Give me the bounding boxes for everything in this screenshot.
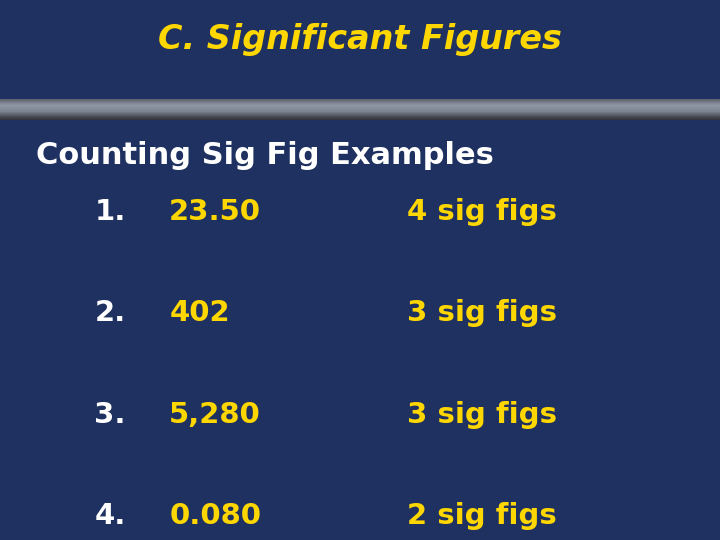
- Bar: [0, 114, 720, 115]
- Bar: [0, 103, 720, 104]
- Bar: [0, 108, 720, 110]
- Text: 0.080: 0.080: [169, 502, 261, 530]
- Bar: [0, 114, 720, 116]
- Text: 2 sig figs: 2 sig figs: [407, 502, 557, 530]
- Bar: [0, 111, 720, 112]
- Bar: [0, 107, 720, 108]
- Bar: [0, 102, 720, 103]
- Bar: [0, 117, 720, 118]
- Text: 402: 402: [169, 299, 230, 327]
- Bar: [0, 109, 720, 110]
- Bar: [0, 100, 720, 102]
- Bar: [0, 101, 720, 102]
- Text: 5,280: 5,280: [169, 401, 261, 429]
- Bar: [0, 112, 720, 113]
- Bar: [0, 104, 720, 105]
- Bar: [0, 0, 720, 100]
- Bar: [0, 106, 720, 107]
- Text: Counting Sig Fig Examples: Counting Sig Fig Examples: [36, 141, 494, 170]
- Bar: [0, 115, 720, 116]
- Text: 4.: 4.: [94, 502, 126, 530]
- Bar: [0, 102, 720, 103]
- Bar: [0, 118, 720, 119]
- Text: 1.: 1.: [94, 198, 126, 226]
- Bar: [0, 105, 720, 106]
- Text: 2.: 2.: [95, 299, 126, 327]
- Bar: [0, 117, 720, 118]
- Bar: [0, 110, 720, 112]
- Bar: [0, 107, 720, 109]
- Text: 3 sig figs: 3 sig figs: [407, 401, 557, 429]
- Bar: [0, 110, 720, 111]
- Text: 23.50: 23.50: [169, 198, 261, 226]
- Text: C. Significant Figures: C. Significant Figures: [158, 23, 562, 56]
- Bar: [0, 99, 720, 100]
- Bar: [0, 113, 720, 114]
- Text: 4 sig figs: 4 sig figs: [407, 198, 557, 226]
- Bar: [0, 105, 720, 107]
- Bar: [0, 112, 720, 113]
- Text: 3 sig figs: 3 sig figs: [407, 299, 557, 327]
- Bar: [0, 118, 720, 120]
- Bar: [0, 116, 720, 117]
- Bar: [0, 99, 720, 100]
- Text: 3.: 3.: [94, 401, 126, 429]
- Bar: [0, 104, 720, 105]
